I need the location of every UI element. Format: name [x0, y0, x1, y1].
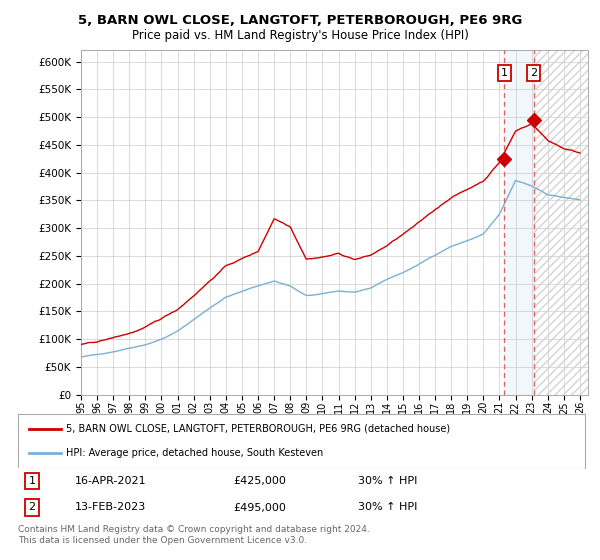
Text: 13-FEB-2023: 13-FEB-2023 — [75, 502, 146, 512]
Bar — [504, 50, 533, 395]
Text: 1: 1 — [29, 476, 35, 486]
Text: 30% ↑ HPI: 30% ↑ HPI — [358, 476, 418, 486]
Text: Contains HM Land Registry data © Crown copyright and database right 2024.
This d: Contains HM Land Registry data © Crown c… — [18, 525, 370, 545]
Text: Price paid vs. HM Land Registry's House Price Index (HPI): Price paid vs. HM Land Registry's House … — [131, 29, 469, 42]
Text: 1: 1 — [500, 68, 508, 78]
Text: 16-APR-2021: 16-APR-2021 — [75, 476, 146, 486]
Text: 5, BARN OWL CLOSE, LANGTOFT, PETERBOROUGH, PE6 9RG (detached house): 5, BARN OWL CLOSE, LANGTOFT, PETERBOROUG… — [66, 424, 451, 434]
Bar — [533, 50, 588, 395]
Text: HPI: Average price, detached house, South Kesteven: HPI: Average price, detached house, Sout… — [66, 448, 323, 458]
Text: £495,000: £495,000 — [233, 502, 286, 512]
Text: £425,000: £425,000 — [233, 476, 286, 486]
Text: 2: 2 — [530, 68, 537, 78]
Text: 5, BARN OWL CLOSE, LANGTOFT, PETERBOROUGH, PE6 9RG: 5, BARN OWL CLOSE, LANGTOFT, PETERBOROUG… — [78, 14, 522, 27]
Text: 2: 2 — [29, 502, 36, 512]
Bar — [533, 50, 588, 395]
Text: 30% ↑ HPI: 30% ↑ HPI — [358, 502, 418, 512]
